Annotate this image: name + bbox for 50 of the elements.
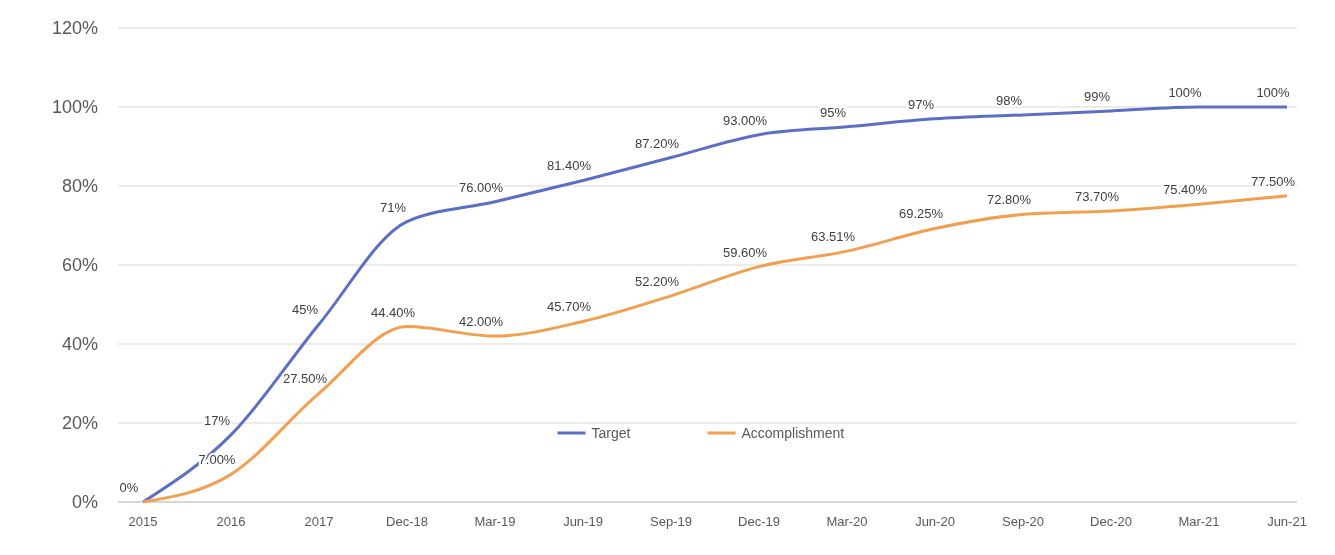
data-label: 77.50% xyxy=(1250,173,1296,189)
x-tick-label: Mar-19 xyxy=(474,514,516,529)
x-tick-label: Dec-20 xyxy=(1090,514,1132,529)
data-label: 76.00% xyxy=(458,179,504,195)
data-label: 63.51% xyxy=(810,229,856,245)
x-tick-label: 2016 xyxy=(216,514,246,529)
data-label: 75.40% xyxy=(1162,182,1208,198)
data-label: 72.80% xyxy=(986,192,1032,208)
y-tick-label: 120% xyxy=(51,18,98,38)
y-tick-label: 60% xyxy=(61,255,98,275)
y-tick-label: 20% xyxy=(61,413,98,433)
data-label: 0% xyxy=(119,480,139,495)
data-label: 73.70% xyxy=(1074,188,1120,204)
x-tick-label: Jun-20 xyxy=(915,514,955,529)
data-label: 100% xyxy=(1168,85,1203,100)
legend-label: Target xyxy=(591,425,631,441)
x-tick-label: Sep-20 xyxy=(1002,514,1044,529)
data-label: 98% xyxy=(995,92,1023,108)
y-tick-label: 40% xyxy=(61,334,98,354)
data-label: 45.70% xyxy=(546,299,592,315)
data-label: 69.25% xyxy=(898,206,944,222)
data-label: 81.40% xyxy=(546,158,592,174)
data-label: 87.20% xyxy=(634,135,680,151)
x-tick-label: Dec-19 xyxy=(738,514,780,529)
x-tick-label: 2017 xyxy=(304,514,334,529)
data-label: 59.60% xyxy=(722,244,768,260)
data-label: 27.50% xyxy=(282,371,328,387)
data-label: 95% xyxy=(819,104,847,120)
data-label: 42.00% xyxy=(458,314,504,330)
x-tick-label: Dec-18 xyxy=(386,514,428,529)
data-label: 93.00% xyxy=(722,112,768,128)
y-tick-label: 100% xyxy=(51,97,98,117)
x-tick-label: 2015 xyxy=(128,514,158,529)
data-label: 44.40% xyxy=(370,304,416,320)
data-label: 52.20% xyxy=(634,273,680,289)
x-tick-label: Mar-21 xyxy=(1178,514,1220,529)
line-series xyxy=(141,194,1289,504)
y-tick-label: 0% xyxy=(71,492,98,512)
data-label: 17% xyxy=(203,412,231,428)
y-tick-label: 80% xyxy=(61,176,98,196)
legend-label: Accomplishment xyxy=(741,425,845,441)
data-label: 45% xyxy=(291,302,319,318)
x-tick-label: Jun-21 xyxy=(1267,514,1307,529)
data-label: 71% xyxy=(379,199,407,215)
x-tick-label: Jun-19 xyxy=(563,514,603,529)
x-tick-label: Mar-20 xyxy=(826,514,868,529)
x-tick-label: Sep-19 xyxy=(650,514,692,529)
data-label: 97% xyxy=(907,96,935,112)
data-label: 100% xyxy=(1256,85,1291,100)
data-label: 99% xyxy=(1083,88,1111,104)
